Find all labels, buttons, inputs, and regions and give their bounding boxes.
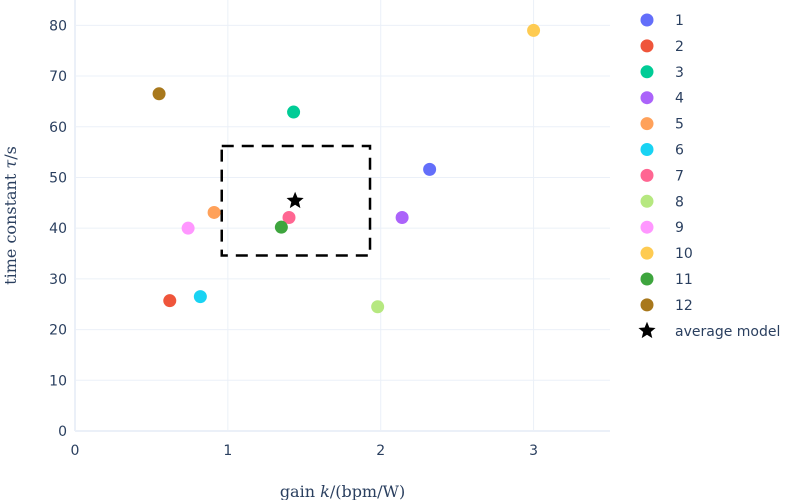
legend-marker-9 [640,220,654,234]
dashed-rectangle [220,144,372,257]
y-tick-label: 40 [49,221,67,237]
x-tick-label: 1 [223,443,232,459]
legend-label: 11 [675,272,693,288]
legend-label: 9 [675,220,684,236]
point-series-1 [423,162,437,176]
legend-marker-7 [640,168,654,182]
legend-marker-3 [640,65,654,79]
legend-marker-5 [640,117,654,131]
point-series-11 [274,220,288,234]
legend-marker-10 [640,246,654,260]
point-series-5 [207,205,221,219]
point-series-7 [282,211,296,225]
point-series-3 [287,105,301,119]
legend-label: 8 [675,194,684,210]
legend-marker-12 [640,298,654,312]
legend-marker-average-model [638,321,656,339]
x-tick-label: 3 [529,443,538,459]
y-tick-label: 60 [49,120,67,136]
y-tick-label: 20 [49,323,67,339]
point-series-8 [371,300,385,314]
point-series-12 [152,87,166,101]
point-series-9 [181,221,195,235]
y-tick-label: 0 [58,424,67,440]
legend-label: average model [675,324,780,340]
legend-label: 3 [675,65,684,81]
x-axis-title: gain k/(bpm/W) [280,482,405,500]
legend-marker-4 [640,91,654,105]
legend-label: 7 [675,168,684,184]
legend-label: 5 [675,117,684,133]
average-model-star [286,191,304,209]
point-series-4 [395,211,409,225]
legend-label: 4 [675,91,684,107]
legend-marker-1 [640,13,654,27]
point-series-2 [163,294,177,308]
legend-label: 12 [675,298,693,314]
y-tick-label: 80 [49,18,67,34]
y-tick-label: 30 [49,272,67,288]
axes: 0 10 20 30 40 50 60 70 80 0 1 2 3 [49,18,538,459]
legend-label: 6 [675,143,684,159]
legend-label: 1 [675,13,684,29]
x-tick-label: 2 [376,443,385,459]
x-tick-label: 0 [71,443,80,459]
data-markers [152,23,541,314]
point-series-6 [193,290,207,304]
legend-label: 10 [675,246,693,262]
legend-marker-6 [640,143,654,156]
legend-marker-8 [640,194,654,208]
y-axis-title: time constant τ/s [1,146,20,285]
annotations [220,144,372,257]
legend-marker-2 [640,39,654,53]
y-tick-label: 50 [49,170,67,186]
grid-lines [74,0,610,432]
y-tick-label: 70 [49,69,67,85]
legend-marker-11 [640,272,654,286]
y-tick-label: 10 [49,373,67,389]
legend-label: 2 [675,39,684,55]
point-series-10 [527,23,541,37]
